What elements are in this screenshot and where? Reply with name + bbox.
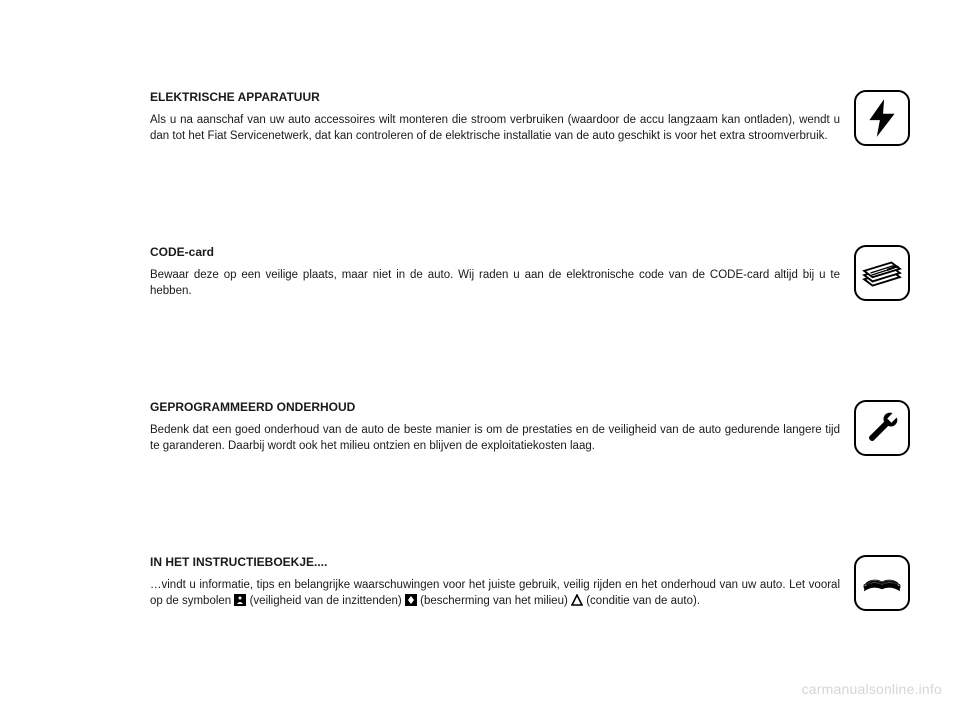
- section-elektrische: ELEKTRISCHE APPARATUUR Als u na aanschaf…: [150, 90, 845, 185]
- section-instructieboekje: IN HET INSTRUCTIEBOEKJE.... …vindt u inf…: [150, 555, 845, 650]
- section-body: Bedenk dat een goed onderhoud van de aut…: [150, 422, 845, 454]
- section-code-card: CODE-card Bewaar deze op een veilige pla…: [150, 245, 845, 340]
- section-body: Als u na aanschaf van uw auto accessoire…: [150, 112, 845, 144]
- section-onderhoud: GEPROGRAMMEERD ONDERHOUD Bedenk dat een …: [150, 400, 845, 495]
- section-title: IN HET INSTRUCTIEBOEKJE....: [150, 555, 845, 569]
- safety-inline-icon: [234, 594, 246, 606]
- section-body: Bewaar deze op een veilige plaats, maar …: [150, 267, 845, 299]
- car-condition-inline-icon: [571, 594, 583, 606]
- section-body: …vindt u informatie, tips en belangrijke…: [150, 577, 845, 609]
- inline-label-3: (conditie van de auto).: [586, 595, 700, 607]
- environment-inline-icon: [405, 594, 417, 606]
- inline-label-2: (bescherming van het milieu): [420, 595, 568, 607]
- wrench-icon: [854, 400, 910, 456]
- book-icon: [854, 555, 910, 611]
- section-title: CODE-card: [150, 245, 845, 259]
- watermark-text: carmanualsonline.info: [802, 681, 942, 697]
- lightning-icon: [854, 90, 910, 146]
- section-title: GEPROGRAMMEERD ONDERHOUD: [150, 400, 845, 414]
- document-page: ELEKTRISCHE APPARATUUR Als u na aanschaf…: [150, 90, 845, 650]
- inline-label-1: (veiligheid van de inzittenden): [250, 595, 402, 607]
- section-title: ELEKTRISCHE APPARATUUR: [150, 90, 845, 104]
- card-icon: [854, 245, 910, 301]
